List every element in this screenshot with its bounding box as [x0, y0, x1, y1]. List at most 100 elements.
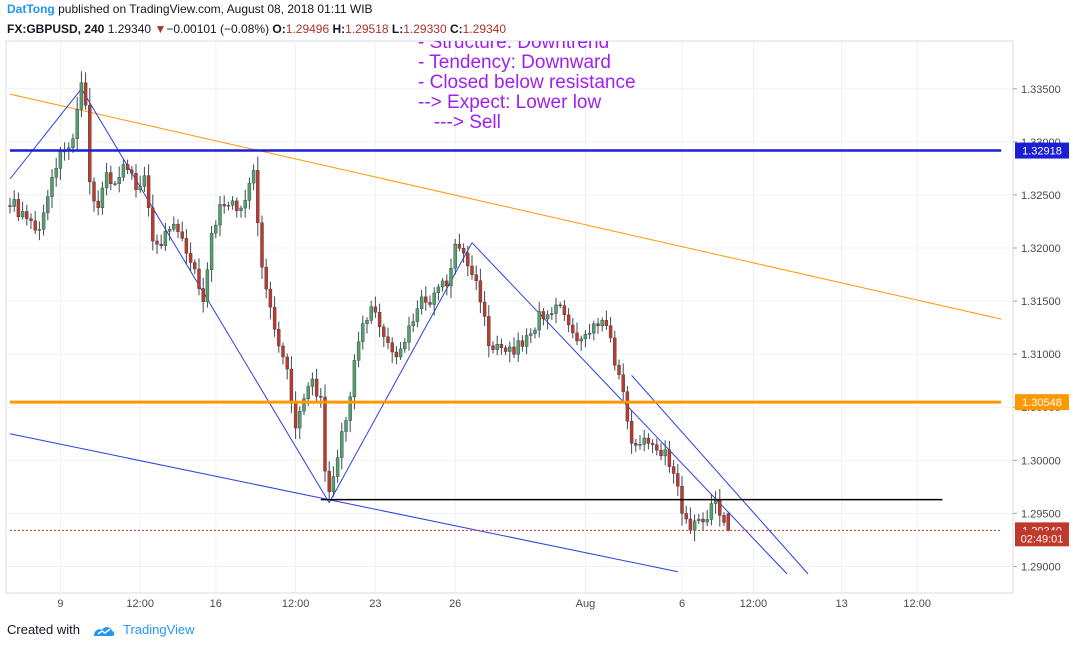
candle-body: [403, 342, 407, 350]
candle-body: [54, 168, 58, 178]
candle-body: [566, 314, 571, 326]
candle-body: [205, 269, 210, 302]
candle-body: [457, 243, 462, 249]
open-label: O:: [272, 22, 286, 36]
annotation-line: --> Expect: Lower low: [418, 92, 601, 113]
axes: 9 12:00 16 12:00 23 26 Aug 6 12:00 13 12:00 1.33500…: [57, 84, 1069, 610]
candle-body: [361, 323, 365, 342]
candle-body: [319, 395, 323, 398]
candle-body: [113, 183, 117, 185]
candle-body: [382, 326, 386, 337]
y-tick-label: 1.32000: [1021, 243, 1061, 255]
candle-body: [314, 378, 319, 397]
candle-body: [667, 449, 672, 467]
candle-body: [684, 513, 688, 520]
candle-body: [8, 205, 12, 207]
candle-body: [709, 503, 714, 520]
candle-body: [474, 274, 478, 281]
candle-body: [524, 335, 529, 347]
candle-body: [520, 340, 525, 347]
x-tick-label: 16: [210, 598, 222, 610]
candle-body: [20, 211, 25, 218]
candle-body: [109, 172, 113, 184]
candle-body: [92, 181, 96, 202]
candle-body: [697, 518, 701, 521]
candle-body: [172, 223, 176, 230]
drawing-lines: [9, 88, 1002, 575]
price-tag: [1015, 530, 1069, 547]
candle-body: [621, 374, 625, 392]
candle-body: [146, 175, 151, 209]
candle-body: [613, 337, 617, 366]
candle-body: [692, 520, 697, 531]
candle-body: [424, 296, 428, 303]
candle-body: [335, 457, 340, 477]
candle-body: [718, 499, 722, 516]
candle-body: [550, 313, 554, 315]
candle-body: [575, 332, 579, 342]
high-label: H:: [332, 22, 346, 36]
y-tick-label: 1.33500: [1021, 84, 1061, 96]
candle-body: [100, 187, 105, 208]
candle-body: [323, 396, 327, 472]
candle-body: [495, 344, 499, 350]
candle-body: [310, 378, 315, 387]
down-arrow-icon: ▼: [154, 22, 167, 36]
candle-body: [344, 420, 348, 432]
candle-body: [512, 346, 516, 355]
x-tick-label: 12:00: [903, 598, 931, 610]
candle-body: [554, 304, 558, 314]
candle-body: [701, 518, 705, 523]
candle-body: [214, 224, 218, 234]
candle-body: [722, 515, 726, 523]
candle-body: [482, 301, 487, 317]
candle-body: [638, 444, 642, 446]
candle-body: [629, 420, 634, 444]
candle-body: [121, 164, 126, 178]
author-name[interactable]: DatTong: [7, 2, 55, 16]
candle-body: [491, 345, 495, 350]
y-tick-label: 1.32500: [1021, 190, 1061, 202]
tradingview-logo-icon: [93, 626, 114, 636]
candle-body: [394, 351, 399, 358]
candle-body: [268, 288, 273, 308]
candle-body: [432, 292, 436, 305]
candle-body: [478, 280, 483, 303]
annotation-text: - Structure: Downtrend- Tendency: Downwa…: [418, 41, 636, 133]
candle-body: [558, 304, 562, 307]
y-tick-label: 1.31500: [1021, 296, 1061, 308]
candle-body: [562, 305, 567, 316]
candle-body: [209, 232, 214, 270]
candle-body: [180, 231, 184, 239]
candle-body: [230, 200, 235, 206]
candle-body: [83, 82, 88, 106]
candle-body: [440, 280, 445, 288]
open-value: 1.29496: [285, 22, 330, 36]
candle-body: [407, 325, 411, 343]
candle-body: [592, 323, 596, 334]
candle-body: [235, 200, 239, 211]
candle-body: [596, 323, 600, 327]
candle-body: [33, 220, 37, 231]
candle-body: [193, 262, 197, 270]
candle-body: [285, 356, 289, 370]
candle-body: [134, 173, 138, 191]
candle-body: [503, 347, 508, 352]
candle-body: [12, 199, 16, 207]
candles: [8, 71, 730, 542]
candle-body: [348, 396, 352, 421]
trend-line: [9, 93, 1002, 320]
candle-body: [587, 332, 592, 335]
y-tick-label: 1.30000: [1021, 455, 1061, 467]
annotation-line: - Closed below resistance: [418, 72, 636, 93]
candle-body: [398, 348, 403, 358]
candle-body: [537, 311, 541, 331]
tradingview-brand[interactable]: TradingView: [123, 622, 195, 637]
candle-body: [646, 437, 651, 444]
y-tick-label: 1.31000: [1021, 349, 1061, 361]
candle-body: [634, 443, 638, 446]
candle-body: [117, 176, 121, 184]
candle-body: [436, 286, 441, 294]
candle-body: [188, 253, 193, 263]
